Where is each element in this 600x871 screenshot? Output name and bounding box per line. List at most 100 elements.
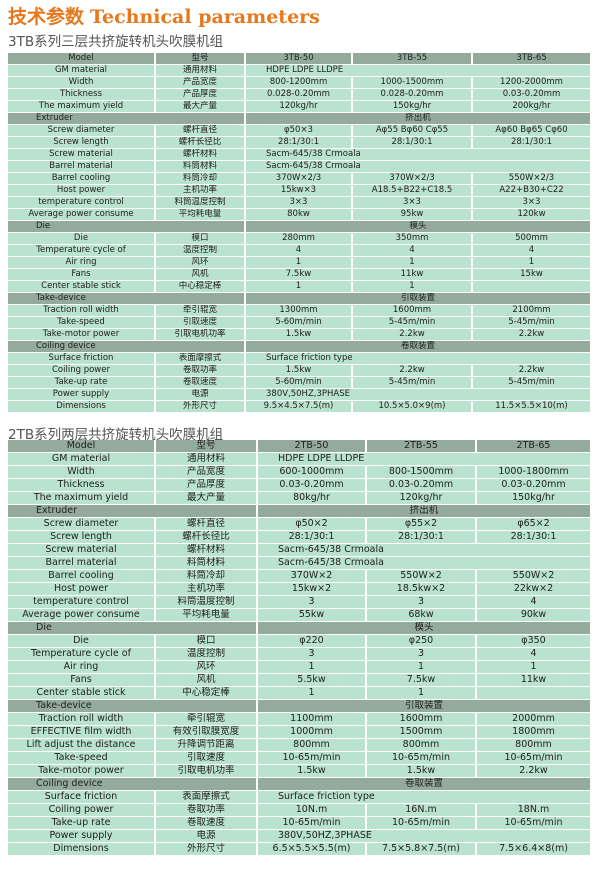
param-value: 22kw×2 xyxy=(477,583,590,595)
section-name-zh: 引取装置 xyxy=(246,293,590,304)
param-value: 4 xyxy=(246,245,351,256)
param-name-en: Fans xyxy=(8,269,154,280)
param-value: 0.028-0.20mm xyxy=(246,89,351,100)
param-name-zh: 风环 xyxy=(156,257,244,268)
param-name-en: GM material xyxy=(8,453,154,465)
param-value: 1 xyxy=(258,661,365,673)
param-name-en: Screw length xyxy=(8,531,154,543)
param-value: 800mm xyxy=(258,739,365,751)
section-name-en: Die xyxy=(8,622,256,634)
param-value: 0.03-0.20mm xyxy=(477,479,590,491)
param-value: 0.03-0.20mm xyxy=(473,89,590,100)
param-value: 1.5kw xyxy=(367,765,475,777)
table-row: Surface friction 表面摩擦式 Surface friction ty… xyxy=(8,353,590,364)
param-value: 4 xyxy=(473,245,590,256)
table-row: Fans 风机 7.5kw 11kw 15kw xyxy=(8,269,590,280)
table-row: Barrel cooling 料筒冷却 370W×2/3 370W×2/3 550W×2… xyxy=(8,173,590,184)
page-title: 技术参数 Technical parameters xyxy=(8,2,320,29)
param-name-en: Take-up rate xyxy=(8,377,154,388)
param-name-zh: 料筒材料 xyxy=(156,161,244,172)
header-model-name: 2TB-65 xyxy=(477,440,590,452)
param-value: 200kg/hr xyxy=(473,101,590,112)
table-row: Temperature cycle of 温度控制 4 4 4 xyxy=(8,245,590,256)
param-value: 550W×2 xyxy=(477,570,590,582)
section-name-en: Coiling device xyxy=(8,778,256,790)
param-value: 95kw xyxy=(353,209,471,220)
section-row: Die 模头 xyxy=(8,622,590,634)
param-value: 4 xyxy=(477,648,590,660)
param-name-en: GM material xyxy=(8,65,154,76)
param-value: Aφ60 Bφ65 Cφ60 xyxy=(473,125,590,136)
param-value: 550W×2 xyxy=(367,570,475,582)
param-name-en: Average power consume xyxy=(8,209,154,220)
table-row: Screw diameter 螺杆直径 φ50×3 Aφ55 Bφ60 Cφ55 Aφ6… xyxy=(8,125,590,136)
param-value: 18N.m xyxy=(477,804,590,816)
param-name-zh: 产品宽度 xyxy=(156,77,244,88)
table-row: Center stable stick 中心稳定棒 1 1 xyxy=(8,281,590,292)
param-value: 28:1/30:1 xyxy=(353,137,471,148)
param-name-zh: 料筒冷却 xyxy=(156,173,244,184)
table-row: Center stable stick 中心稳定棒 1 1 xyxy=(8,687,590,699)
param-name-zh: 产品宽度 xyxy=(156,466,256,478)
param-value xyxy=(477,687,590,699)
param-name-zh: 螺杆直径 xyxy=(156,125,244,136)
table-row: Die 模口 280mm 350mm 500mm xyxy=(8,233,590,244)
param-value: 1000-1800mm xyxy=(477,466,590,478)
param-value: 28:1/30:1 xyxy=(477,531,590,543)
param-value: 7.5×6.4×8(m) xyxy=(477,843,590,855)
table-row: Take-up rate 卷取速度 5-60m/min 5-45m/min 5-45m/… xyxy=(8,377,590,388)
param-value: 15kw×3 xyxy=(246,185,351,196)
param-name-en: Traction roll width xyxy=(8,713,154,725)
param-name-en: Barrel cooling xyxy=(8,173,154,184)
param-value: 2.2kw xyxy=(353,329,471,340)
param-name-en: Take-speed xyxy=(8,752,154,764)
param-name-zh: 牵引辊宽 xyxy=(156,713,256,725)
param-value: 0.03-0.20mm xyxy=(367,479,475,491)
param-value: 120kw xyxy=(473,209,590,220)
param-value: 3×3 xyxy=(353,197,471,208)
param-value: 10-65m/min xyxy=(367,817,475,829)
header-model-name: 2TB-55 xyxy=(367,440,475,452)
param-name-en: Center stable stick xyxy=(8,281,154,292)
param-value: 1 xyxy=(246,257,351,268)
spec-table-3tb: Model 型号 3TB-50 3TB-55 3TB-65 GM material 通用材料… xyxy=(6,52,592,413)
param-value: 800mm xyxy=(367,739,475,751)
param-value: Aφ55 Bφ60 Cφ55 xyxy=(353,125,471,136)
section-name-zh: 挤出机 xyxy=(258,505,590,517)
param-name-zh: 风机 xyxy=(156,269,244,280)
table-row: Air ring 风环 1 1 1 xyxy=(8,661,590,673)
param-name-zh: 引取速度 xyxy=(156,317,244,328)
table-row: Dimensions 外形尺寸 6.5×5.5×5.5(m) 7.5×5.8×7.5(… xyxy=(8,843,590,855)
param-value: 1600mm xyxy=(367,713,475,725)
param-value: 1000mm xyxy=(258,726,365,738)
param-value: 370W×2/3 xyxy=(246,173,351,184)
table-row: Coiling power 卷取功率 1.5kw 2.2kw 2.2kw xyxy=(8,365,590,376)
param-name-en: Temperature cycle of xyxy=(8,648,154,660)
param-value: 90kw xyxy=(477,609,590,621)
table-row: Die 模口 φ220 φ250 φ350 xyxy=(8,635,590,647)
section-row: Coiling device 卷取装置 xyxy=(8,778,590,790)
param-value: φ220 xyxy=(258,635,365,647)
param-value: HDPE LDPE LLDPE xyxy=(246,65,590,76)
param-value: A18.5+B22+C18.5 xyxy=(353,185,471,196)
param-name-zh: 风环 xyxy=(156,661,256,673)
param-name-en: Coiling power xyxy=(8,804,154,816)
param-value: 1200-2000mm xyxy=(473,77,590,88)
param-name-en: Screw material xyxy=(8,149,154,160)
param-name-zh: 最大产量 xyxy=(156,492,256,504)
param-name-en: Host power xyxy=(8,185,154,196)
header-model-name: 3TB-50 xyxy=(246,53,351,64)
param-name-en: Thickness xyxy=(8,89,154,100)
param-name-zh: 主机功率 xyxy=(156,583,256,595)
section-name-zh: 引取装置 xyxy=(258,700,590,712)
param-name-zh: 螺杆直径 xyxy=(156,518,256,530)
param-value: φ65×2 xyxy=(477,518,590,530)
param-value: 1600mm xyxy=(353,305,471,316)
param-name-zh: 产品厚度 xyxy=(156,89,244,100)
table-row: The maximum yield 最大产量 120kg/hr 150kg/hr 200… xyxy=(8,101,590,112)
param-value: 2.2kw xyxy=(477,765,590,777)
param-value: 1 xyxy=(473,257,590,268)
param-value: 2100mm xyxy=(473,305,590,316)
param-name-en: Screw diameter xyxy=(8,518,154,530)
param-name-en: Host power xyxy=(8,583,154,595)
